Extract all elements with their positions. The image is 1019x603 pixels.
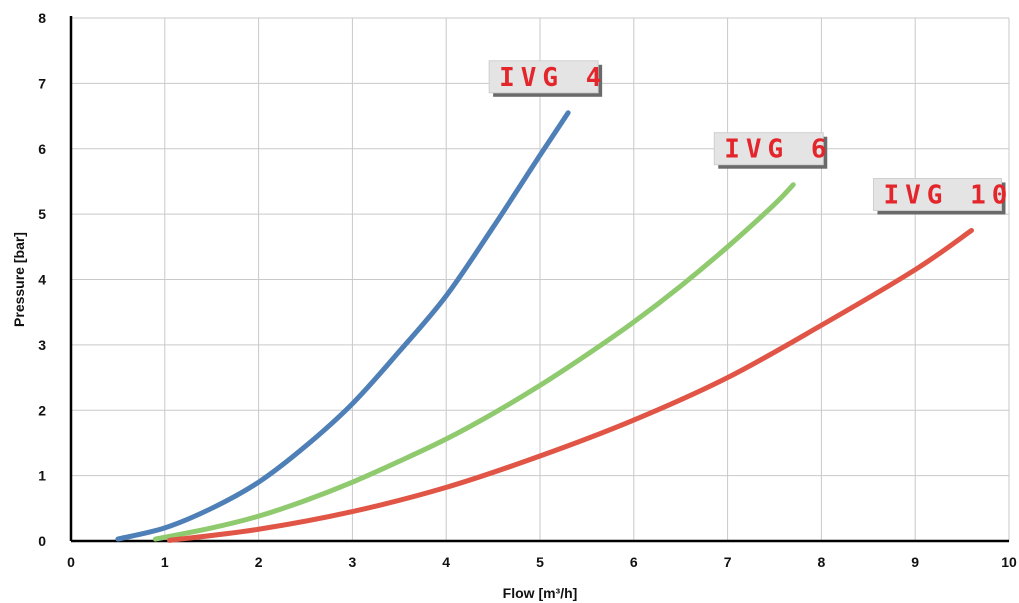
x-tick-label: 4: [442, 554, 450, 570]
x-tick-label: 7: [724, 554, 732, 570]
series-curves: [115, 110, 974, 543]
series-label-ivg-6: IVG 6: [713, 132, 832, 169]
y-tick-label: 6: [38, 141, 46, 157]
y-tick-label: 8: [38, 10, 46, 26]
y-tick-label: 5: [38, 206, 46, 222]
series-label-text: IVG 10: [883, 180, 1013, 210]
x-tick-labels: 0 1 2 3 4 5 6 7 8 9 10: [67, 554, 1017, 570]
series-labels: IVG 4 IVG 6 IVG 10: [488, 60, 1013, 215]
x-tick-label: 10: [1001, 554, 1017, 570]
x-tick-label: 1: [161, 554, 169, 570]
label-box: [488, 60, 599, 94]
x-tick-label: 6: [630, 554, 638, 570]
x-axis-title: Flow [m³/h]: [503, 585, 578, 601]
x-tick-label: 9: [911, 554, 919, 570]
y-tick-label: 7: [38, 75, 46, 91]
x-tick-label: 0: [67, 554, 75, 570]
series-line-ivg-6: [152, 182, 796, 542]
label-box: [872, 177, 1002, 211]
y-tick-labels: 0 1 2 3 4 5 6 7 8: [38, 10, 46, 549]
y-tick-label: 2: [38, 402, 46, 418]
label-box: [713, 132, 824, 166]
series-label-text: IVG 6: [724, 135, 832, 165]
y-axis-title: Pressure [bar]: [11, 232, 27, 327]
x-tick-label: 5: [536, 554, 544, 570]
series-line-ivg-4: [115, 110, 571, 542]
series-label-ivg-4: IVG 4: [488, 60, 607, 97]
series-label-text: IVG 4: [499, 63, 607, 93]
series-label-ivg-10: IVG 10: [872, 177, 1013, 215]
axes: [69, 16, 1009, 543]
y-tick-label: 0: [38, 533, 46, 549]
y-tick-label: 3: [38, 337, 46, 353]
series-line-ivg-10: [166, 227, 974, 543]
x-tick-label: 3: [349, 554, 357, 570]
y-tick-label: 4: [38, 272, 46, 288]
y-tick-label: 1: [38, 468, 46, 484]
x-tick-label: 2: [255, 554, 263, 570]
x-tick-label: 8: [818, 554, 826, 570]
